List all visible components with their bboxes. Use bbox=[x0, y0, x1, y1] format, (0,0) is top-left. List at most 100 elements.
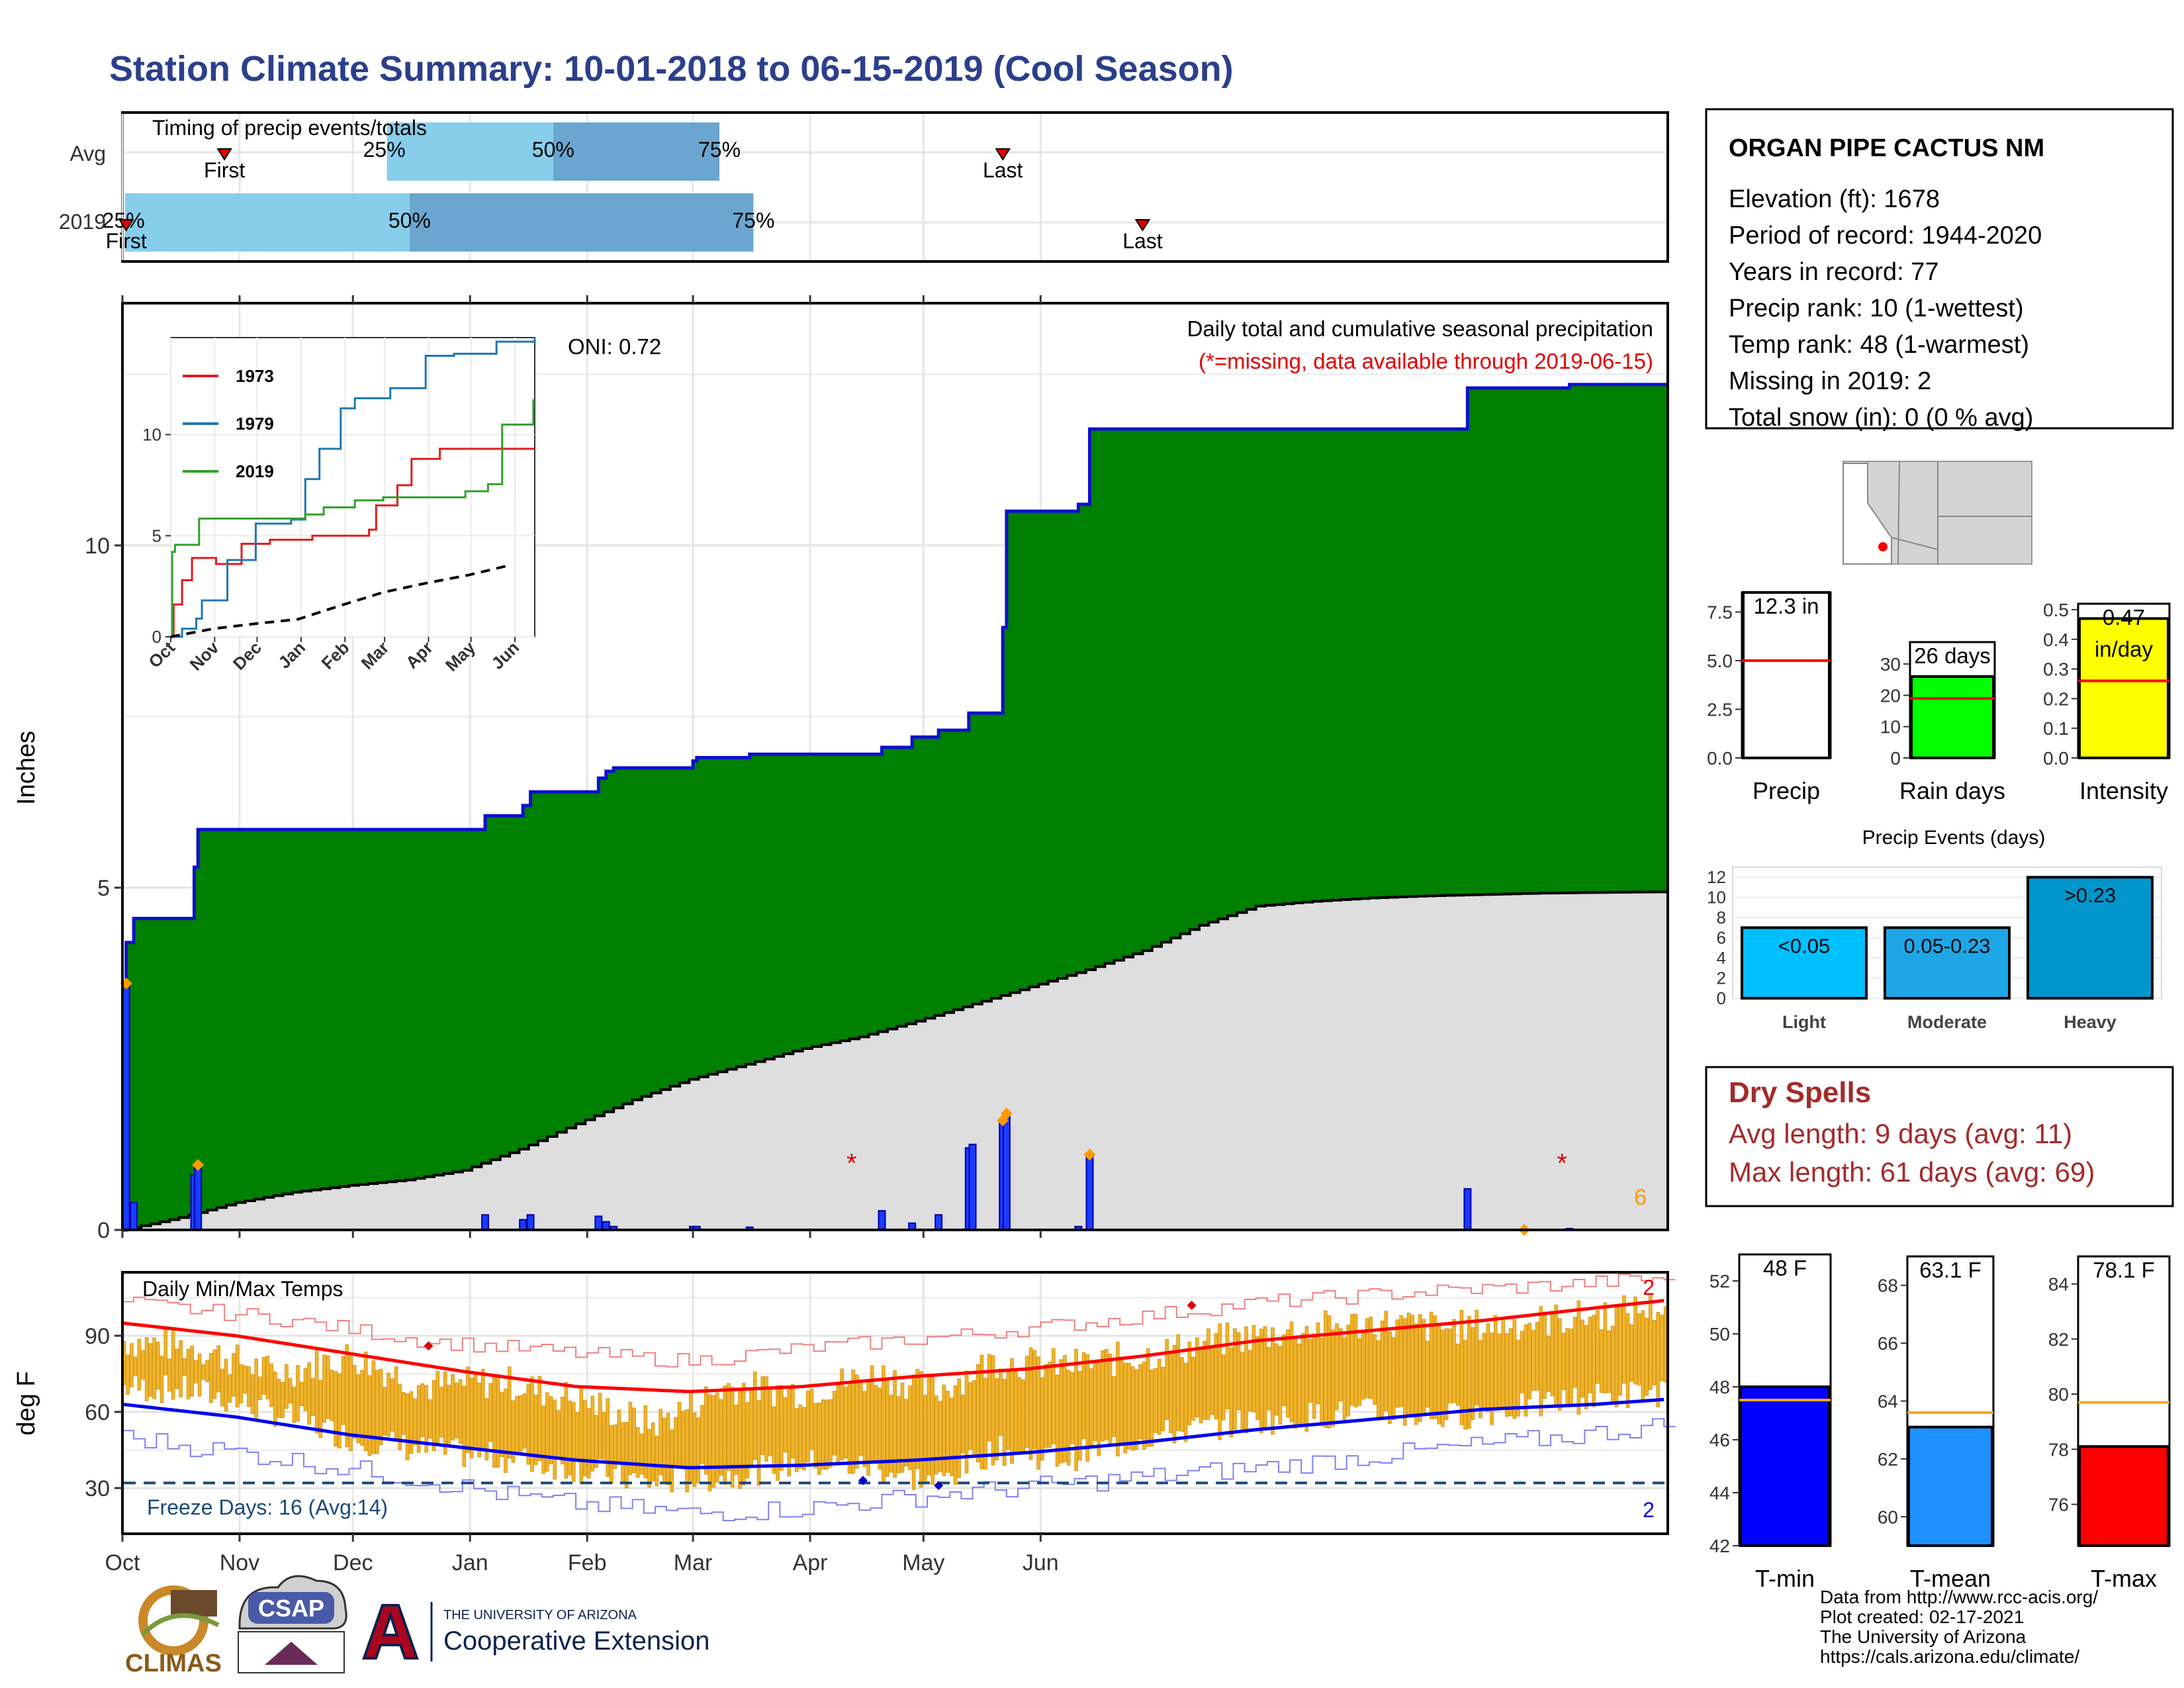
daily-temp-bar bbox=[553, 1399, 557, 1479]
summary-rain-days-tick-label: 20 bbox=[1880, 685, 1901, 706]
daily-temp-bar bbox=[1459, 1309, 1464, 1425]
daily-temp-bar bbox=[1316, 1322, 1320, 1405]
summary-rain-days-tick-label: 0 bbox=[1890, 748, 1901, 769]
record-max-marker bbox=[424, 1341, 433, 1351]
timing-row-2019-label: 2019 bbox=[59, 210, 106, 234]
summary-intensity-label: Intensity bbox=[2079, 777, 2168, 804]
daily-temp-bar bbox=[428, 1399, 432, 1439]
daily-temp-bar bbox=[451, 1374, 455, 1440]
daily-temp-bar bbox=[299, 1382, 304, 1407]
daily-temp-bar bbox=[545, 1392, 549, 1472]
daily-max-marker bbox=[1083, 1149, 1096, 1161]
daily-temp-bar bbox=[1146, 1348, 1150, 1447]
daily-temp-bar bbox=[847, 1382, 852, 1474]
daily-temp-bar bbox=[1025, 1356, 1029, 1448]
daily-temp-bar bbox=[659, 1409, 662, 1476]
timing-p50-label: 50% bbox=[532, 138, 574, 162]
station-info-line: Elevation (ft): 1678 bbox=[1729, 185, 1940, 213]
daily-temp-bar bbox=[480, 1368, 485, 1450]
daily-temp-bar bbox=[1255, 1336, 1259, 1421]
temp-summary-t-mean-bar bbox=[1907, 1425, 1993, 1548]
summary-intensity-tick-label: 0.2 bbox=[2043, 688, 2069, 709]
station-location-marker bbox=[1878, 542, 1888, 551]
daily-temp-bar bbox=[273, 1372, 277, 1427]
month-tick-label: Jan bbox=[452, 1550, 488, 1575]
events-bar bbox=[1741, 926, 1868, 1000]
temp-summary-t-min-label: T-min bbox=[1755, 1565, 1815, 1592]
daily-temp-bar bbox=[961, 1395, 965, 1454]
daily-temp-bar bbox=[972, 1380, 976, 1455]
daily-temp-bar bbox=[1240, 1352, 1245, 1432]
daily-temp-bar bbox=[379, 1368, 383, 1446]
daily-temp-bar bbox=[753, 1372, 757, 1460]
temp-summary-t-min-tick-label: 52 bbox=[1709, 1271, 1730, 1291]
daily-temp-bar bbox=[533, 1394, 538, 1466]
daily-temp-bar bbox=[1263, 1326, 1267, 1431]
daily-temp-bar bbox=[190, 1345, 195, 1397]
inset-y-tick-label: 0 bbox=[152, 627, 161, 647]
daily-temp-bar bbox=[878, 1387, 882, 1470]
events-tick-label: 6 bbox=[1717, 928, 1726, 948]
temp-y-tick-label: 90 bbox=[85, 1324, 110, 1349]
daily-temp-bar bbox=[1622, 1295, 1626, 1384]
temp-summary-t-min-bar bbox=[1739, 1385, 1831, 1547]
daily-temp-bar bbox=[232, 1353, 236, 1397]
daily-temp-bar bbox=[1308, 1338, 1312, 1403]
daily-temp-bar bbox=[1104, 1348, 1109, 1440]
daily-precip-bar bbox=[594, 1215, 603, 1231]
climas-logo-text: CLIMAS bbox=[125, 1650, 222, 1677]
daily-temp-bar bbox=[258, 1376, 262, 1400]
summary-precip-tick-label: 0.0 bbox=[1707, 748, 1733, 769]
daily-temp-bar bbox=[1203, 1340, 1207, 1420]
timing-bar-q2 bbox=[409, 193, 754, 252]
daily-temp-bar bbox=[1365, 1318, 1369, 1399]
daily-temp-bar bbox=[144, 1337, 149, 1401]
daily-temp-bar bbox=[1081, 1352, 1086, 1439]
month-tick-label: Apr bbox=[793, 1550, 828, 1575]
station-info-line: Temp rank: 48 (1-warmest) bbox=[1729, 331, 2029, 359]
daily-temp-bar bbox=[934, 1395, 938, 1475]
daily-temp-bar bbox=[1327, 1315, 1332, 1429]
daily-precip-bar bbox=[1002, 1113, 1011, 1231]
daily-temp-bar bbox=[447, 1384, 451, 1446]
daily-temp-bar bbox=[666, 1413, 670, 1485]
daily-temp-bar bbox=[783, 1397, 788, 1453]
daily-temp-bar bbox=[813, 1403, 818, 1468]
timing-first-marker bbox=[118, 219, 134, 232]
daily-temp-bar bbox=[991, 1355, 995, 1466]
daily-temp-bar bbox=[836, 1384, 841, 1465]
daily-temp-bar bbox=[1444, 1328, 1449, 1421]
daily-temp-bar bbox=[931, 1377, 934, 1485]
daily-temp-bar bbox=[345, 1344, 349, 1448]
month-tick-label: Feb bbox=[568, 1550, 607, 1575]
timing-last-marker bbox=[1134, 219, 1151, 232]
daily-temp-bar bbox=[208, 1352, 213, 1403]
daily-temp-bar bbox=[1218, 1323, 1222, 1440]
timing-bar-q2 bbox=[553, 122, 720, 181]
footer-line: The University of Arizona bbox=[1820, 1626, 2026, 1647]
daily-temp-bar bbox=[1127, 1362, 1131, 1450]
daily-temp-bar bbox=[670, 1429, 674, 1493]
daily-temp-bar bbox=[1599, 1329, 1604, 1393]
record-max-count: 2 bbox=[1643, 1276, 1655, 1299]
daily-temp-bar bbox=[515, 1395, 519, 1456]
daily-temp-bar bbox=[496, 1375, 500, 1468]
daily-temp-bar bbox=[1021, 1380, 1026, 1452]
daily-temp-bar bbox=[734, 1404, 739, 1475]
daily-temp-bar bbox=[220, 1368, 224, 1407]
freeze-days-label: Freeze Days: 16 (Avg:14) bbox=[147, 1495, 388, 1519]
daily-temp-bar bbox=[435, 1371, 440, 1446]
daily-temp-bar bbox=[805, 1390, 810, 1462]
summary-rain-days-bar bbox=[1910, 675, 1995, 760]
daily-temp-bar bbox=[507, 1366, 512, 1459]
daily-temp-bar bbox=[840, 1368, 844, 1460]
csap-logo-text: CSAP bbox=[258, 1595, 324, 1622]
daily-temp-bar bbox=[1013, 1371, 1018, 1454]
daily-temp-bar bbox=[526, 1383, 531, 1465]
daily-temp-bar bbox=[322, 1354, 326, 1423]
daily-temp-bar bbox=[387, 1372, 390, 1437]
daily-precip-bar bbox=[934, 1214, 943, 1231]
summary-intensity-value-label: 0.47 bbox=[2103, 605, 2145, 630]
